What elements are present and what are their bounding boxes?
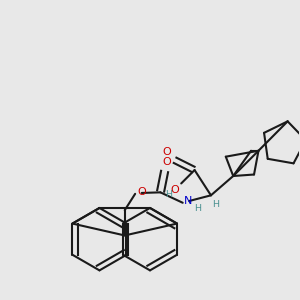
- Text: H: H: [212, 200, 219, 209]
- Text: O: O: [162, 147, 171, 157]
- Text: H: H: [165, 190, 172, 199]
- Text: O: O: [162, 157, 171, 167]
- Text: H: H: [194, 204, 201, 213]
- Text: O: O: [137, 188, 146, 197]
- Text: N: N: [184, 196, 193, 206]
- Text: O: O: [170, 185, 179, 195]
